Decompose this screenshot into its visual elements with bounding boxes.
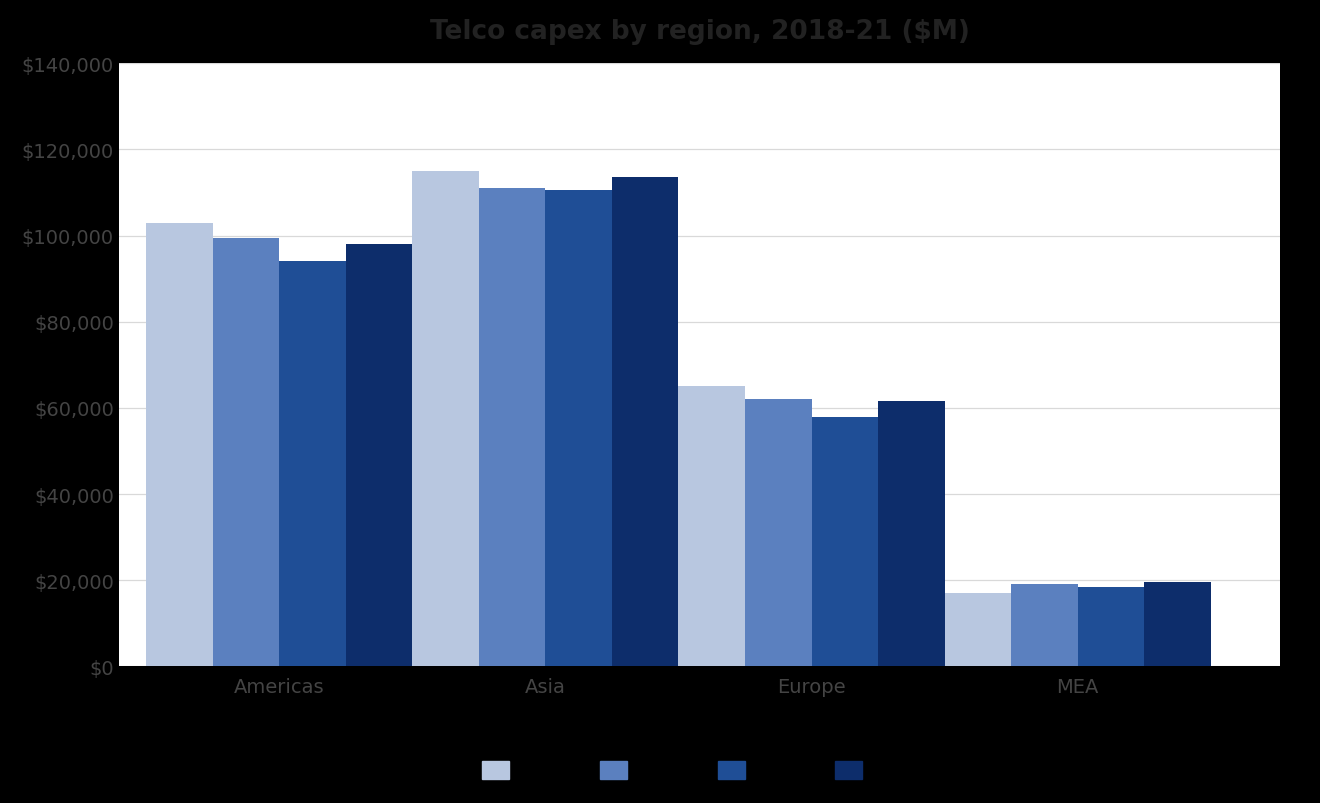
Bar — [612, 178, 678, 666]
Bar — [1011, 585, 1077, 666]
Bar — [147, 223, 213, 666]
Legend: 2018, 2019, 2020, 2021: 2018, 2019, 2020, 2021 — [475, 754, 924, 788]
Bar — [479, 189, 545, 666]
Bar — [878, 402, 945, 666]
Bar — [213, 238, 279, 666]
Bar — [812, 417, 878, 666]
Bar — [545, 191, 612, 666]
Bar — [346, 245, 412, 666]
Bar — [945, 593, 1011, 666]
Bar — [1144, 583, 1210, 666]
Bar — [412, 172, 479, 666]
Bar — [279, 262, 346, 666]
Bar — [1077, 587, 1144, 666]
Title: Telco capex by region, 2018-21 ($M): Telco capex by region, 2018-21 ($M) — [430, 19, 969, 45]
Bar — [678, 387, 744, 666]
Bar — [744, 400, 812, 666]
